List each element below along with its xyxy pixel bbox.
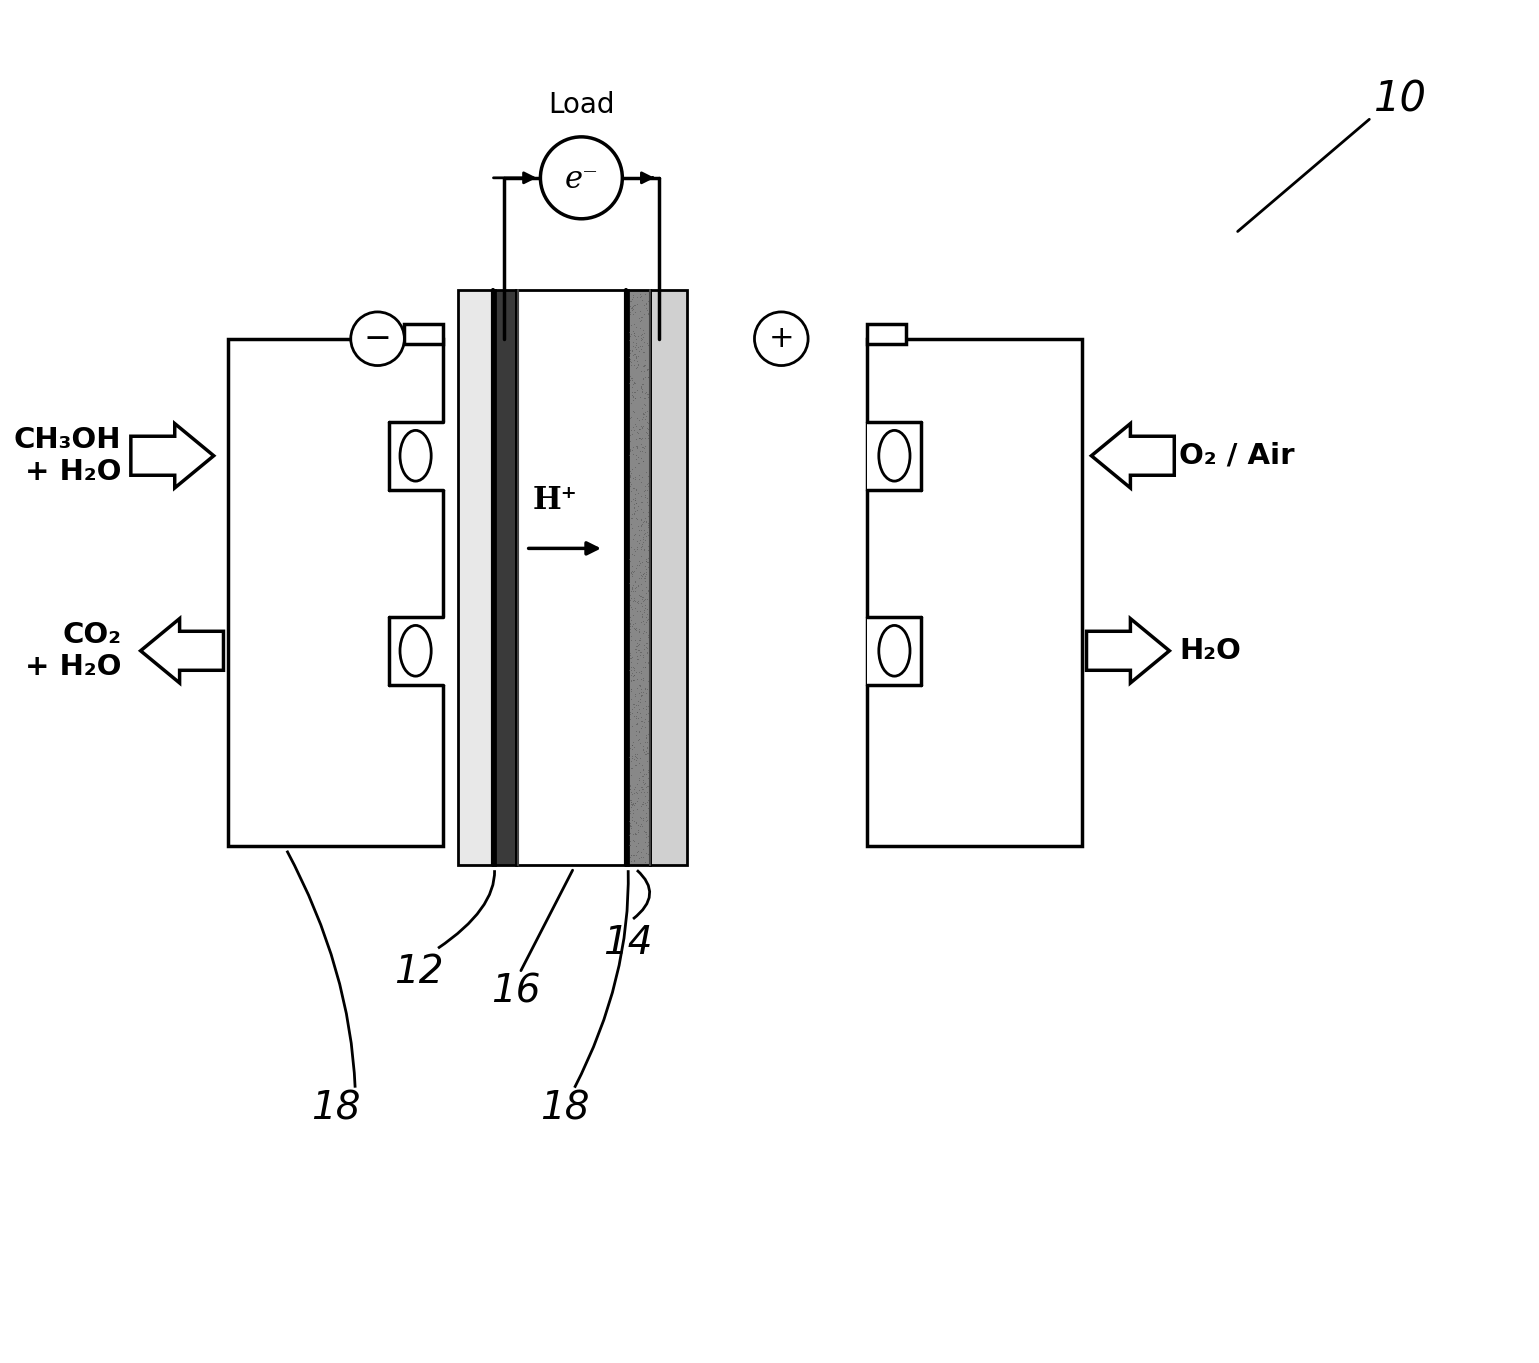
- Bar: [494, 290, 516, 866]
- Ellipse shape: [879, 626, 910, 676]
- Text: 10: 10: [1374, 79, 1427, 121]
- Text: H₂O: H₂O: [1179, 637, 1240, 665]
- Ellipse shape: [540, 136, 622, 219]
- Bar: [389, 616, 448, 686]
- Text: Load: Load: [548, 91, 614, 120]
- Ellipse shape: [351, 312, 405, 365]
- Text: 18: 18: [540, 1089, 589, 1127]
- Bar: [516, 290, 628, 866]
- Text: −: −: [363, 322, 391, 356]
- Text: e⁻: e⁻: [565, 165, 599, 195]
- Bar: [228, 339, 443, 846]
- Text: CO₂
+ H₂O: CO₂ + H₂O: [25, 620, 122, 682]
- Text: CH₃OH
+ H₂O: CH₃OH + H₂O: [14, 425, 122, 487]
- Text: H⁺: H⁺: [532, 485, 577, 517]
- Text: 18: 18: [311, 1089, 360, 1127]
- Bar: [866, 324, 906, 343]
- Bar: [866, 421, 925, 489]
- Text: 12: 12: [394, 953, 443, 991]
- Ellipse shape: [400, 626, 431, 676]
- Bar: [403, 324, 443, 343]
- Bar: [649, 290, 686, 866]
- Text: O₂ / Air: O₂ / Air: [1179, 442, 1294, 470]
- Text: 14: 14: [603, 924, 653, 962]
- Text: +: +: [768, 324, 794, 353]
- Bar: [389, 421, 448, 489]
- Ellipse shape: [400, 431, 431, 481]
- Ellipse shape: [879, 431, 910, 481]
- Polygon shape: [131, 424, 214, 488]
- Bar: [628, 290, 649, 866]
- Bar: [457, 290, 494, 866]
- Bar: [866, 616, 925, 686]
- Ellipse shape: [754, 312, 808, 365]
- Polygon shape: [1091, 424, 1174, 488]
- Polygon shape: [1087, 619, 1170, 683]
- Text: 16: 16: [491, 973, 540, 1010]
- Polygon shape: [140, 619, 223, 683]
- Bar: [866, 339, 1082, 846]
